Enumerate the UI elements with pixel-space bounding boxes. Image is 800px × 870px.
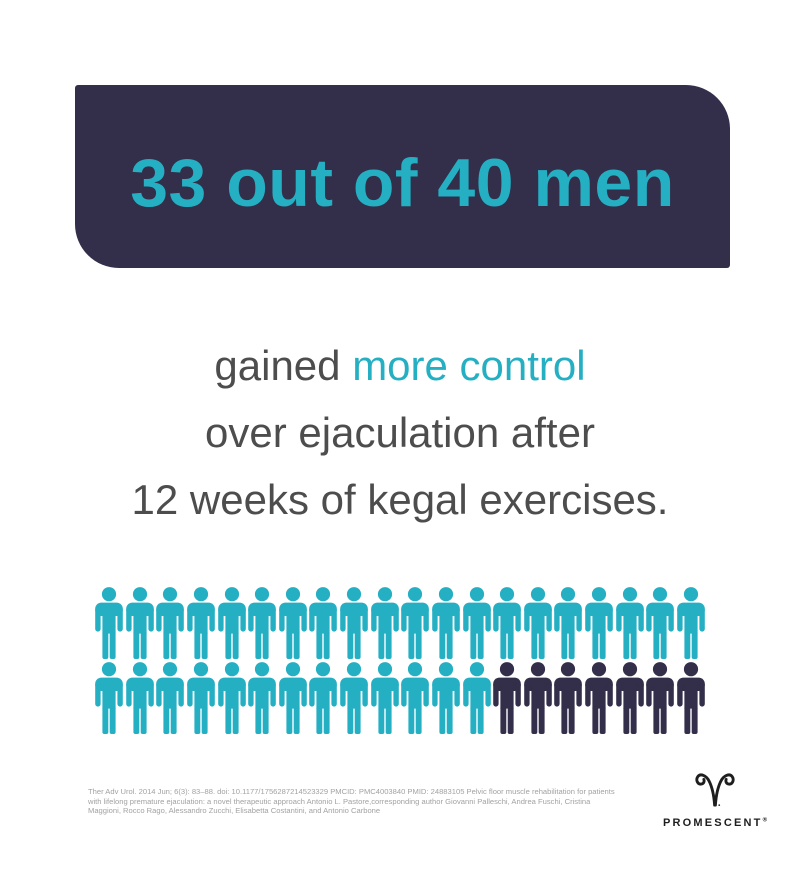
person-icon: [462, 662, 491, 734]
person-icon: [615, 587, 644, 659]
pictogram-row: [92, 587, 708, 659]
person-icon: [493, 587, 521, 659]
registered-mark: ®: [762, 817, 768, 824]
body-line-1-plain: gained: [214, 342, 353, 389]
person-icon: [309, 662, 338, 734]
person-icon: [309, 587, 338, 659]
logo-dot: [718, 804, 721, 806]
person-icon: [676, 587, 705, 659]
logo-wordmark-text: PROMESCENT: [662, 817, 763, 829]
person-icon: [340, 662, 368, 734]
person-icon: [95, 662, 124, 734]
person-icon: [217, 662, 246, 734]
person-icon: [217, 587, 246, 659]
person-icon: [493, 662, 521, 734]
person-icon: [279, 662, 307, 734]
person-icon: [615, 662, 644, 734]
person-icon: [126, 662, 154, 734]
citation-text: Ther Adv Urol. 2014 Jun; 6(3): 83–88. do…: [88, 787, 615, 816]
person-icon: [432, 662, 460, 734]
person-icon: [95, 587, 124, 659]
body-line-2: over ejaculation after: [205, 409, 595, 456]
person-icon: [646, 587, 674, 659]
headline-text: 33 out of 40 men: [130, 144, 675, 221]
person-icon: [646, 662, 674, 734]
person-icon: [370, 587, 399, 659]
person-icon: [554, 662, 583, 734]
body-line-1-highlight: more control: [352, 342, 586, 389]
person-icon: [156, 662, 185, 734]
person-icon: [523, 587, 552, 659]
person-icon: [401, 662, 430, 734]
pictogram-row: [92, 662, 708, 734]
person-icon: [279, 587, 307, 659]
person-icon: [432, 587, 460, 659]
person-icon: [340, 587, 368, 659]
person-icon: [401, 587, 430, 659]
person-icon: [187, 587, 215, 659]
headline-banner: 33 out of 40 men: [75, 85, 730, 268]
body-line-3: 12 weeks of kegal exercises.: [131, 476, 669, 523]
person-icon: [523, 662, 552, 734]
person-icon: [585, 587, 613, 659]
person-icon: [126, 587, 154, 659]
promescent-logo: PROMESCENT®: [659, 768, 771, 829]
person-icon: [554, 587, 583, 659]
person-icon: [370, 662, 399, 734]
pictogram: [0, 587, 800, 734]
person-icon: [676, 662, 705, 734]
ram-horns-icon: [695, 773, 735, 807]
person-icon: [248, 662, 277, 734]
person-icon: [248, 587, 277, 659]
person-icon: [585, 662, 613, 734]
body-copy: gained more control over ejaculation aft…: [0, 332, 800, 533]
logo-wordmark: PROMESCENT®: [659, 817, 771, 829]
person-icon: [187, 662, 215, 734]
person-icon: [156, 587, 185, 659]
body-line-1: gained more control: [0, 332, 800, 399]
person-icon: [462, 587, 491, 659]
